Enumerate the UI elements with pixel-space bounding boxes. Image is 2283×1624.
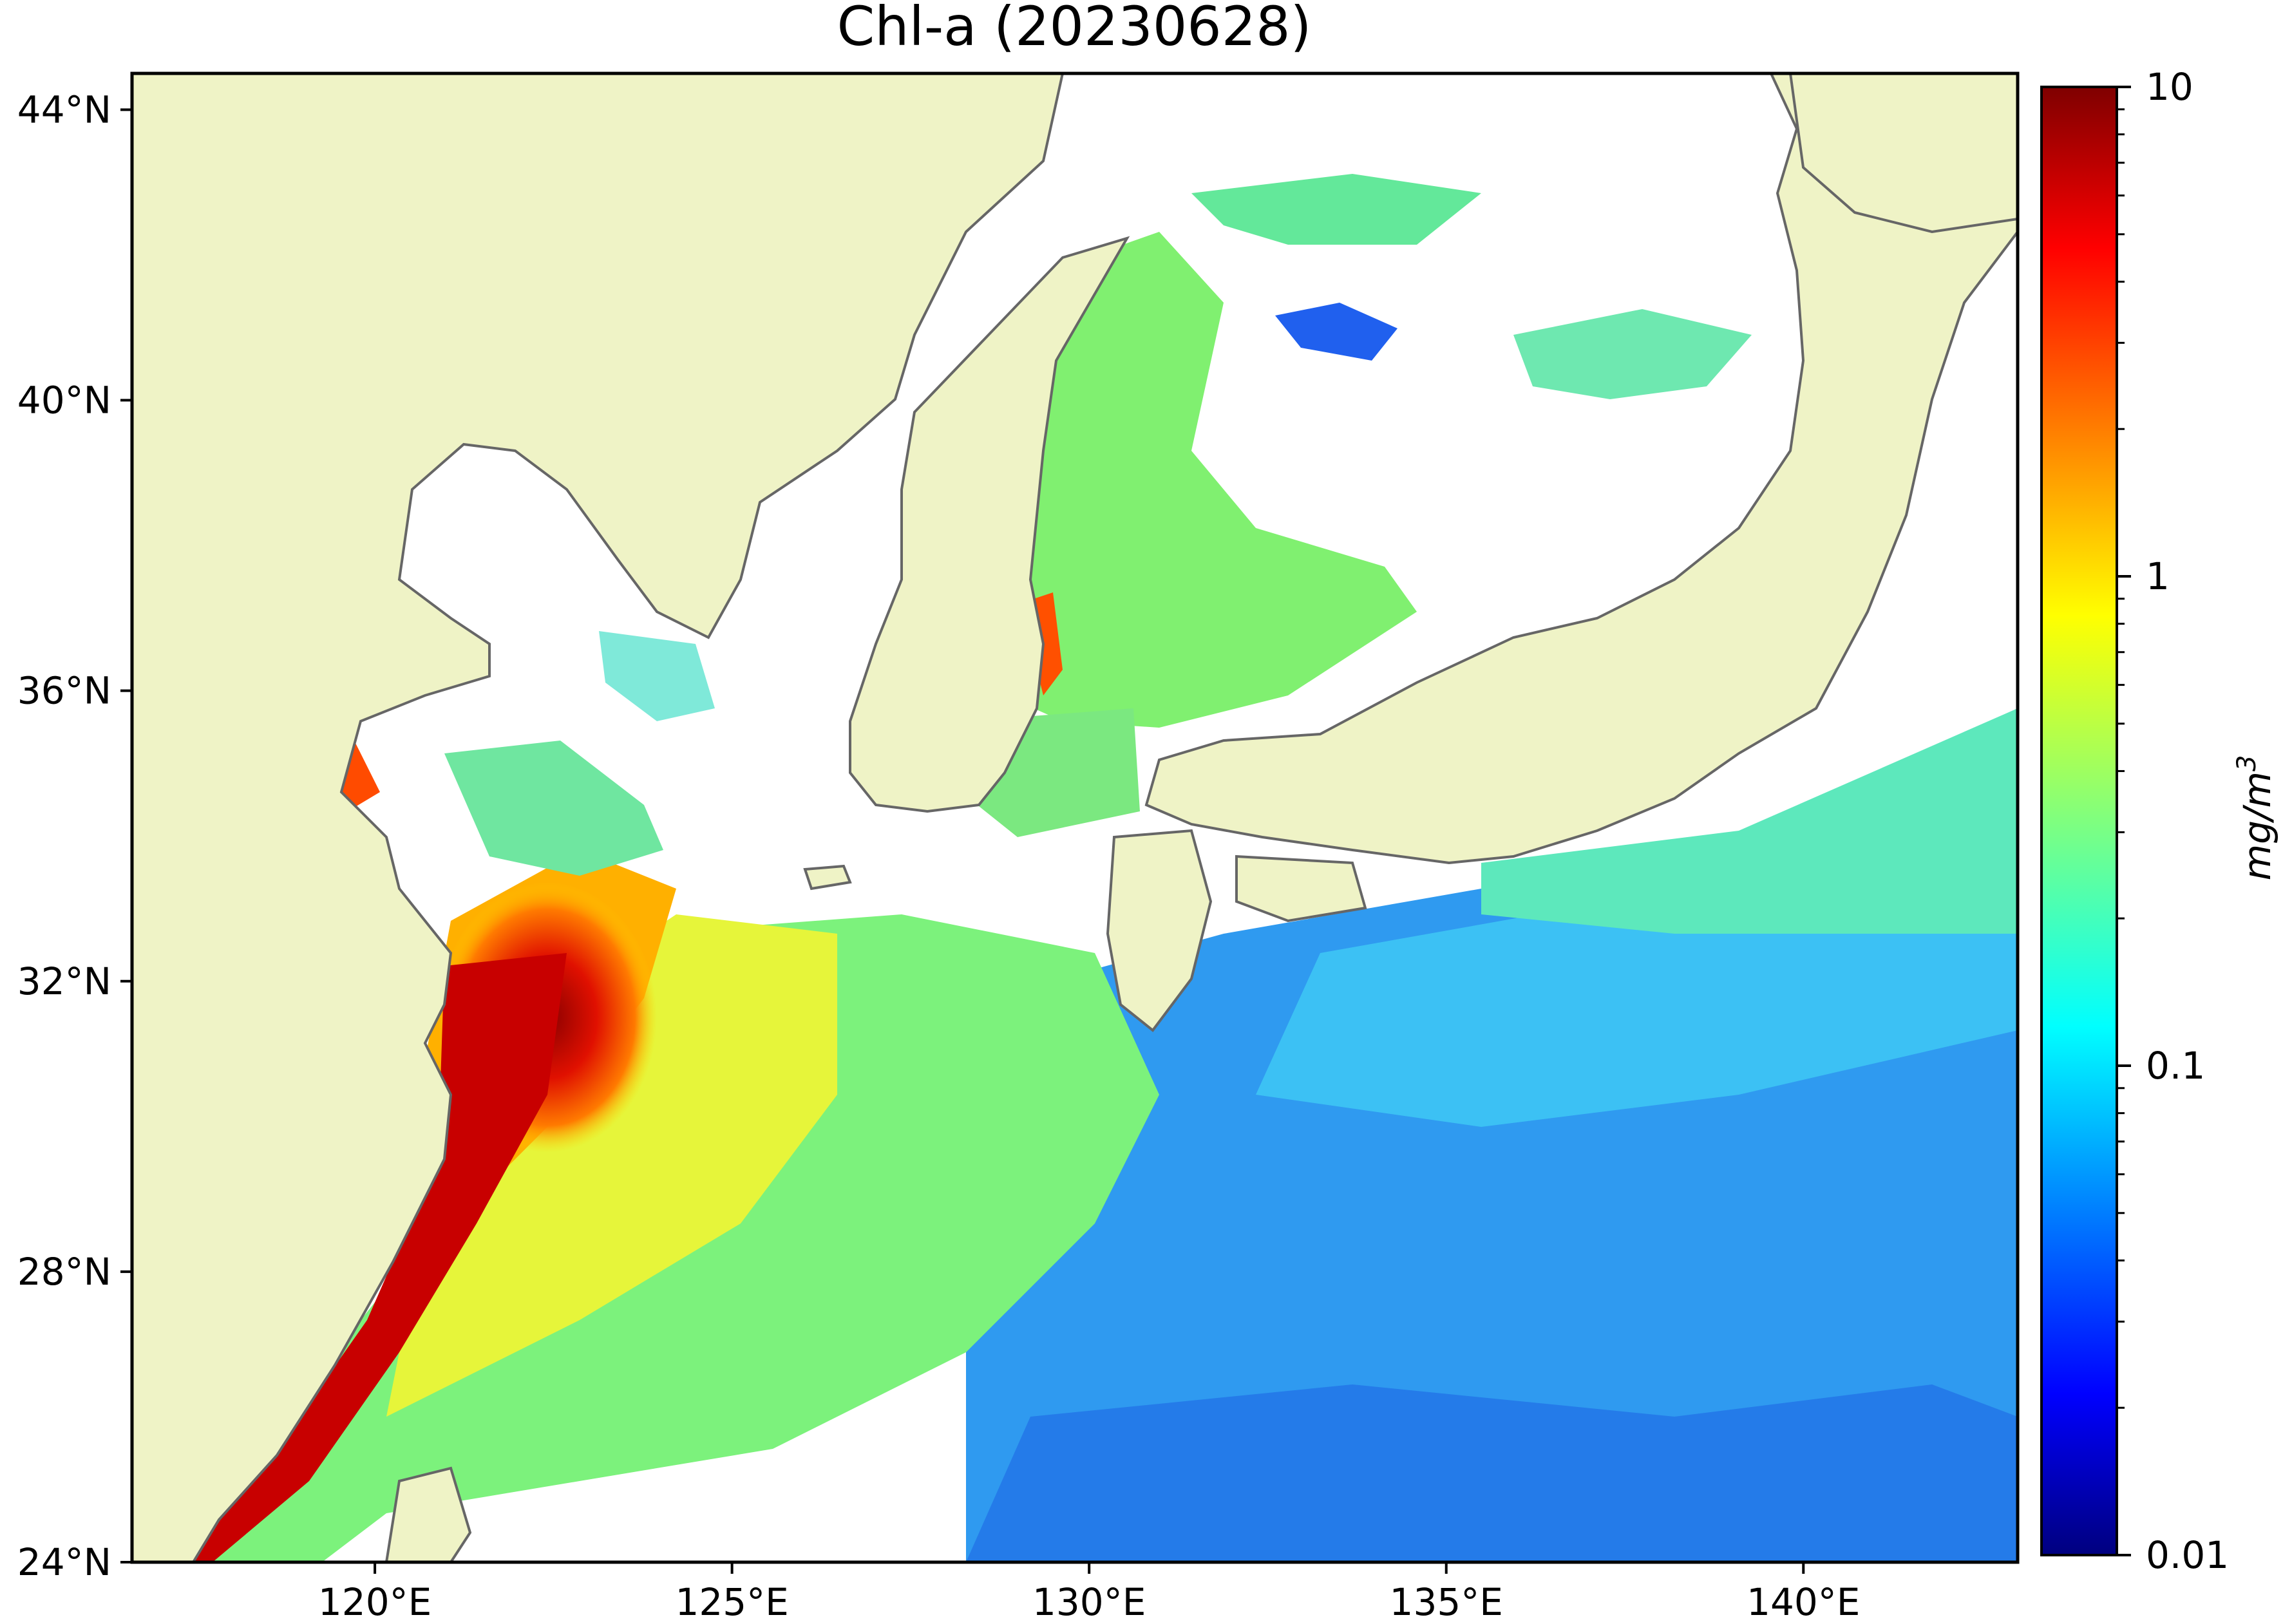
south-of-japan-region: [1481, 708, 2018, 934]
colorbar-label-superscript: 3: [2232, 755, 2262, 771]
lat-tick-label: 44°N: [17, 88, 111, 131]
lon-tick-label: 125°E: [675, 1580, 788, 1624]
taiwan-land: [384, 1466, 472, 1562]
yellow-sea-north-patch: [599, 631, 715, 721]
chlorophyll-field: [187, 174, 2018, 1562]
lat-tick-label: 32°N: [17, 959, 111, 1003]
colorbar-tick-label: 0.1: [2146, 1044, 2205, 1088]
hokkaido-land: [1788, 73, 2018, 234]
lon-tick-label: 140°E: [1747, 1580, 1860, 1624]
korean-peninsula-land: [849, 236, 1130, 813]
latitude-axis: 24°N 28°N 32°N 36°N 40°N 44°N: [17, 88, 132, 1584]
china-mainland-land: [132, 73, 1065, 1562]
longitude-axis: 120°E 125°E 130°E 135°E 140°E: [318, 1562, 1860, 1624]
lon-tick-label: 135°E: [1390, 1580, 1503, 1624]
east-sea-north-patch: [1191, 174, 1481, 245]
map-title: Chl-a (20230628): [837, 0, 1312, 58]
shikoku-land: [1235, 854, 1367, 923]
coastal-high-chl-band: [187, 953, 567, 1562]
japan-honshu-land: [1144, 73, 2018, 865]
colorbar-tick-label: 0.01: [2146, 1533, 2229, 1577]
lon-tick-label: 130°E: [1032, 1580, 1146, 1624]
map-frame: [130, 71, 2020, 1564]
kyushu-land: [1106, 829, 1213, 1032]
lat-tick-label: 24°N: [17, 1540, 111, 1584]
lat-tick-label: 36°N: [17, 669, 111, 713]
colorbar-tick-label: 1: [2146, 554, 2170, 598]
pacific-very-low-chl-region: [966, 1384, 2018, 1562]
east-sea-blue-patch: [1275, 303, 1397, 361]
lat-tick-label: 28°N: [17, 1250, 111, 1294]
colorbar-label-text: mg/m: [2235, 771, 2279, 880]
lat-tick-label: 40°N: [17, 379, 111, 422]
yellow-sea-patch: [444, 741, 663, 876]
colorbar-label: mg/m3: [2232, 755, 2279, 881]
pacific-cyan-region: [1256, 773, 2018, 1127]
colorbar-ticks: 0.01 0.1 1 10: [2117, 65, 2229, 1577]
jeju-island: [803, 864, 852, 891]
colorbar: 0.01 0.1 1 10 mg/m3: [2040, 65, 2279, 1577]
lon-tick-label: 120°E: [318, 1580, 431, 1624]
east-sea-east-patch: [1513, 309, 1752, 399]
map-panel: [132, 73, 2018, 1562]
colorbar-gradient: [2040, 86, 2118, 1556]
land-masses: [132, 73, 2018, 1562]
colorbar-tick-label: 10: [2146, 65, 2193, 109]
